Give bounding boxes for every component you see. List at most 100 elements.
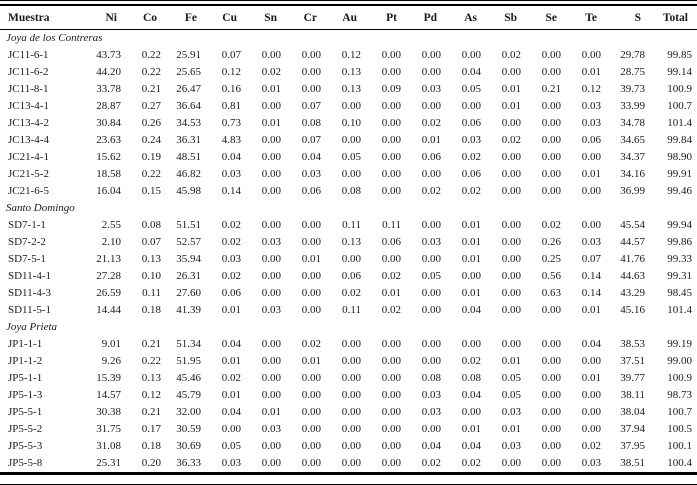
- value-cell-s: 37.94: [620, 423, 645, 435]
- value-cell-fe: 32.00: [176, 406, 201, 418]
- value-cell-co: 0.10: [141, 270, 161, 282]
- sample-id: JC11-6-2: [8, 66, 49, 78]
- value-cell-au: 0.00: [341, 338, 361, 350]
- value-cell-s: 34.78: [620, 117, 645, 129]
- value-cell-fe: 41.39: [176, 304, 201, 316]
- value-cell-total: 99.33: [667, 253, 692, 265]
- value-cell-pt: 0.00: [381, 66, 401, 78]
- value-cell-te: 0.00: [581, 185, 601, 197]
- value-cell-se: 0.00: [541, 389, 561, 401]
- column-header-sn: Sn: [246, 5, 286, 30]
- value-cell-co: 0.26: [141, 117, 161, 129]
- value-cell-pd: 0.01: [421, 134, 441, 146]
- value-cell-fe: 25.91: [176, 49, 201, 61]
- value-cell-pt: 0.00: [381, 49, 401, 61]
- value-cell-cu: 0.01: [221, 355, 241, 367]
- value-cell-total: 99.94: [667, 219, 692, 231]
- value-cell-cr: 0.03: [301, 168, 321, 180]
- value-cell-pd: 0.00: [421, 219, 441, 231]
- value-cell-as: 0.00: [461, 100, 481, 112]
- value-cell-se: 0.25: [541, 253, 561, 265]
- value-cell-pd: 0.00: [421, 355, 441, 367]
- value-cell-cr: 0.00: [301, 270, 321, 282]
- value-cell-cr: 0.04: [301, 151, 321, 163]
- value-cell-ni: 30.38: [96, 406, 121, 418]
- table-body: Joya de los Contreras JC11-6-1 43.73 0.22 25…: [0, 30, 697, 474]
- value-cell-sn: 0.03: [261, 304, 281, 316]
- value-cell-ni: 2.10: [101, 236, 121, 248]
- value-cell-s: 38.51: [620, 457, 645, 469]
- value-cell-au: 0.08: [341, 185, 361, 197]
- value-cell-fe: 46.82: [176, 168, 201, 180]
- value-cell-pd: 0.00: [421, 423, 441, 435]
- value-cell-sn: 0.03: [261, 236, 281, 248]
- value-cell-sb: 0.01: [501, 423, 521, 435]
- value-cell-cr: 0.08: [301, 117, 321, 129]
- value-cell-pt: 0.00: [381, 100, 401, 112]
- value-cell-au: 0.00: [341, 355, 361, 367]
- value-cell-te: 0.01: [581, 66, 601, 78]
- value-cell-se: 0.00: [541, 338, 561, 350]
- value-cell-au: 0.00: [341, 134, 361, 146]
- value-cell-pd: 0.00: [421, 287, 441, 299]
- value-cell-cr: 0.00: [301, 49, 321, 61]
- value-cell-sb: 0.03: [501, 406, 521, 418]
- value-cell-te: 0.00: [581, 219, 601, 231]
- value-cell-s: 34.65: [620, 134, 645, 146]
- value-cell-s: 36.99: [620, 185, 645, 197]
- value-cell-s: 37.95: [620, 440, 645, 452]
- value-cell-ni: 43.73: [96, 49, 121, 61]
- value-cell-sb: 0.00: [501, 338, 521, 350]
- value-cell-sn: 0.00: [261, 355, 281, 367]
- value-cell-cr: 0.00: [301, 287, 321, 299]
- value-cell-pt: 0.00: [381, 168, 401, 180]
- value-cell-pd: 0.00: [421, 338, 441, 350]
- value-cell-fe: 52.57: [176, 236, 201, 248]
- table-row: JP1-1-2 9.26 0.22 51.95 0.01 0.00 0.01 0.00 0.00…: [0, 353, 697, 370]
- value-cell-te: 0.01: [581, 168, 601, 180]
- value-cell-co: 0.24: [141, 134, 161, 146]
- value-cell-au: 0.10: [341, 117, 361, 129]
- value-cell-as: 0.01: [461, 423, 481, 435]
- sample-id: JP5-5-1: [8, 406, 43, 418]
- value-cell-s: 39.77: [620, 372, 645, 384]
- column-header-te: Te: [566, 5, 606, 30]
- value-cell-au: 0.13: [341, 83, 361, 95]
- value-cell-au: 0.00: [341, 168, 361, 180]
- sample-id: JP5-1-3: [8, 389, 43, 401]
- value-cell-ni: 9.01: [101, 338, 121, 350]
- value-cell-s: 38.04: [620, 406, 645, 418]
- sample-id: JP1-1-2: [8, 355, 43, 367]
- value-cell-as: 0.04: [461, 304, 481, 316]
- value-cell-as: 0.00: [461, 406, 481, 418]
- value-cell-cr: 0.00: [301, 304, 321, 316]
- value-cell-pt: 0.02: [381, 270, 401, 282]
- value-cell-te: 0.03: [581, 457, 601, 469]
- value-cell-cr: 0.01: [301, 355, 321, 367]
- value-cell-au: 0.02: [341, 287, 361, 299]
- table-row: SD7-2-2 2.10 0.07 52.57 0.02 0.03 0.00 0.13 0.06…: [0, 234, 697, 251]
- value-cell-sn: 0.01: [261, 83, 281, 95]
- table-row: JP1-1-1 9.01 0.21 51.34 0.04 0.00 0.02 0.00 0.00…: [0, 336, 697, 353]
- value-cell-fe: 25.65: [176, 66, 201, 78]
- value-cell-sb: 0.00: [501, 253, 521, 265]
- value-cell-as: 0.06: [461, 168, 481, 180]
- sample-id: JP5-5-3: [8, 440, 43, 452]
- value-cell-cr: 0.01: [301, 253, 321, 265]
- group-label: Joya de los Contreras: [6, 32, 103, 44]
- sample-id: SD11-4-1: [8, 270, 51, 282]
- value-cell-sn: 0.01: [261, 406, 281, 418]
- value-cell-se: 0.02: [541, 219, 561, 231]
- value-cell-sb: 0.01: [501, 100, 521, 112]
- sample-id: JP5-5-2: [8, 423, 43, 435]
- value-cell-au: 0.13: [341, 236, 361, 248]
- value-cell-sn: 0.00: [261, 389, 281, 401]
- sample-id: SD11-4-3: [8, 287, 51, 299]
- value-cell-pt: 0.00: [381, 440, 401, 452]
- value-cell-au: 0.00: [341, 100, 361, 112]
- value-cell-se: 0.00: [541, 304, 561, 316]
- value-cell-ni: 27.28: [96, 270, 121, 282]
- value-cell-sn: 0.00: [261, 100, 281, 112]
- value-cell-co: 0.21: [141, 406, 161, 418]
- column-header-pd: Pd: [406, 5, 446, 30]
